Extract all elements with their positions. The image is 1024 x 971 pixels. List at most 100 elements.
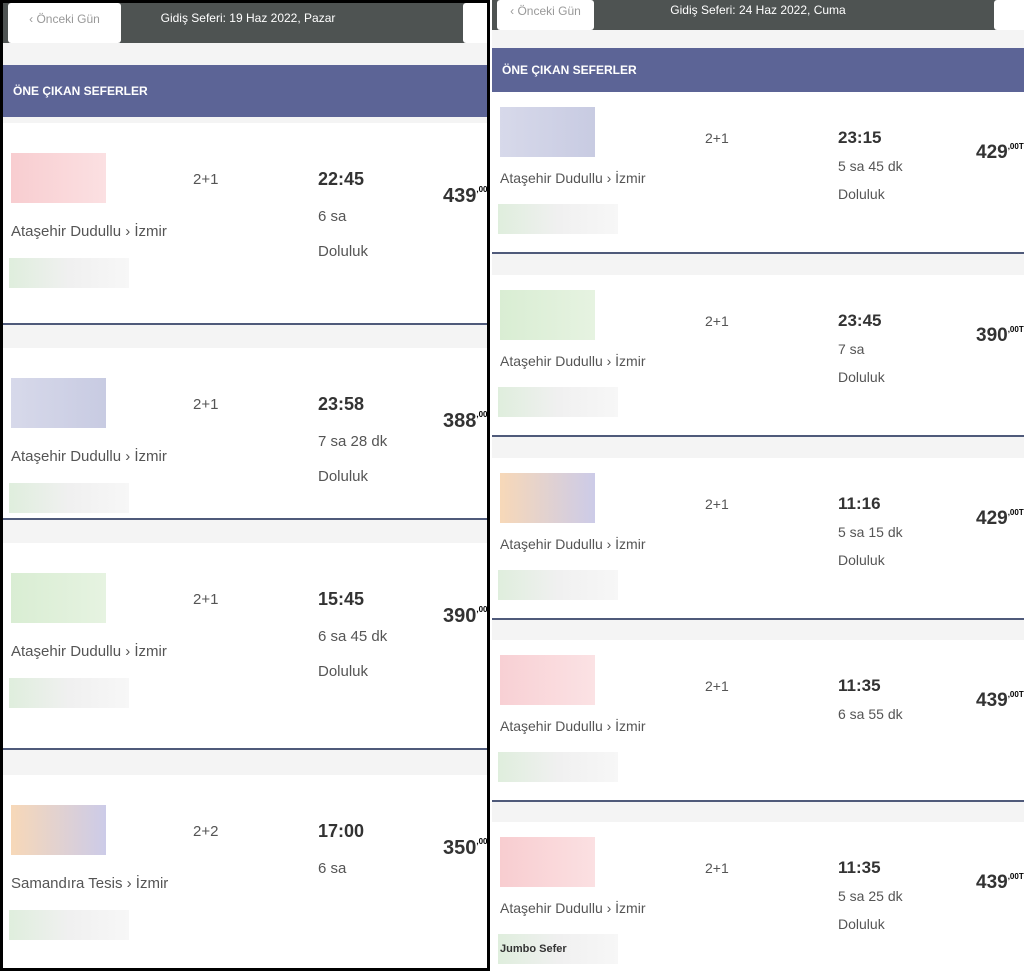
panel: ‹ Önceki Gün Gidiş Seferi: 19 Haz 2022, P… (0, 0, 490, 971)
company-logo (500, 290, 595, 340)
features-row (9, 483, 129, 513)
departure-time: 11:16 (838, 494, 881, 513)
company-logo (11, 153, 106, 203)
price-box: 439,00TL (443, 185, 488, 208)
price-cents: ,00TL (1007, 872, 1024, 881)
route: Ataşehir Dudullu › İzmir (500, 353, 646, 369)
section-bar: ÖNE ÇIKAN SEFERLER (492, 48, 1024, 92)
seat-layout: 2+1 (705, 496, 729, 512)
departure-time: 11:35 (838, 676, 881, 695)
price-cents: ,00TL (476, 410, 488, 419)
duration: 7 sa (838, 341, 865, 357)
trip-card[interactable]: Samandıra Tesis › İzmir 2+2 17:00 6 sa 350,0… (3, 775, 487, 968)
company-logo (500, 473, 595, 523)
features-row (9, 910, 129, 940)
features-row (498, 934, 618, 964)
badge: Jumbo Sefer (500, 943, 567, 955)
departure-time: 23:15 (838, 128, 882, 147)
route: Ataşehir Dudullu › İzmir (500, 536, 646, 552)
seat-layout: 2+1 (193, 171, 219, 188)
occupancy[interactable]: Doluluk (318, 243, 369, 260)
route: Ataşehir Dudullu › İzmir (500, 170, 646, 186)
route: Ataşehir Dudullu › İzmir (11, 448, 167, 465)
company-logo (11, 573, 106, 623)
route: Ataşehir Dudullu › İzmir (11, 643, 167, 660)
trip-card[interactable]: Ataşehir Dudullu › İzmir 2+1 23:45 7 sa Dolu… (492, 275, 1024, 437)
price-box: 390,00TL (443, 605, 487, 628)
price-cents: ,00TL (1007, 325, 1024, 334)
company-logo (500, 837, 595, 887)
company-logo (11, 378, 106, 428)
duration: 6 sa (318, 208, 347, 225)
duration: 6 sa (318, 860, 347, 877)
price: 439 (976, 872, 1008, 893)
occupancy[interactable]: Doluluk (318, 663, 369, 680)
departure-time: 17:00 (318, 821, 365, 841)
price-box: 429,00TL (976, 508, 1024, 530)
occupancy[interactable]: Doluluk (318, 468, 369, 485)
departure-time: 11:35 (838, 858, 881, 877)
occupancy[interactable]: Doluluk (838, 916, 885, 932)
trip-card[interactable]: Ataşehir Dudullu › İzmir 2+1 23:15 5 sa 45 … (492, 92, 1024, 254)
section-title: ÖNE ÇIKAN SEFERLER (13, 84, 148, 98)
departure-time: 23:45 (838, 311, 882, 330)
price: 390 (443, 605, 477, 627)
price: 429 (976, 142, 1008, 163)
price: 390 (976, 325, 1008, 346)
price-box: 390,00TL (976, 325, 1024, 347)
price-cents: ,00TL (1007, 690, 1024, 699)
price: 429 (976, 508, 1008, 529)
features-row (498, 204, 618, 234)
price-cents: ,00TL (476, 185, 488, 194)
price-cents: ,00TL (1007, 142, 1024, 151)
route: Samandıra Tesis › İzmir (11, 875, 169, 892)
route: Ataşehir Dudullu › İzmir (11, 223, 167, 240)
trip-card[interactable]: Ataşehir Dudullu › İzmir 2+1 15:45 6 sa 45 … (3, 543, 487, 750)
header: ‹ Önceki Gün Gidiş Seferi: 19 Haz 2022, P… (3, 3, 487, 43)
seat-layout: 2+1 (193, 396, 219, 413)
company-logo (500, 655, 595, 705)
duration: 7 sa 28 dk (318, 433, 388, 450)
trip-card[interactable]: Ataşehir Dudullu › İzmir 2+1 23:58 7 sa 28 … (3, 348, 488, 520)
panel: ‹ Önceki Gün Gidiş Seferi: 24 Haz 2022, C… (492, 0, 1024, 971)
price-box: 439,00TL (976, 872, 1024, 894)
features-row (498, 570, 618, 600)
route: Ataşehir Dudullu › İzmir (500, 718, 646, 734)
trip-card[interactable]: Ataşehir Dudullu › İzmir 2+1 11:35 6 sa 55 … (492, 640, 1024, 802)
duration: 6 sa 45 dk (318, 628, 388, 645)
company-logo (11, 805, 106, 855)
features-row (498, 752, 618, 782)
price-box: 429,00TL (976, 142, 1024, 164)
seat-layout: 2+2 (193, 823, 219, 840)
prev-day-button[interactable]: ‹ Önceki Gün (8, 3, 121, 43)
departure-time: 15:45 (318, 589, 365, 609)
trip-card[interactable]: Ataşehir Dudullu › İzmir 2+1 11:16 5 sa 15 … (492, 458, 1024, 620)
section-title: ÖNE ÇIKAN SEFERLER (502, 63, 637, 77)
seat-layout: 2+1 (705, 678, 729, 694)
price: 388 (443, 410, 477, 432)
price: 439 (976, 690, 1008, 711)
price-box: 350,00TL (443, 837, 487, 860)
route: Ataşehir Dudullu › İzmir (500, 900, 646, 916)
price: 439 (443, 185, 477, 207)
header: ‹ Önceki Gün Gidiş Seferi: 24 Haz 2022, C… (492, 0, 1024, 30)
prev-day-button[interactable]: ‹ Önceki Gün (497, 0, 594, 30)
occupancy[interactable]: Doluluk (838, 186, 885, 202)
seat-layout: 2+1 (705, 313, 729, 329)
seat-layout: 2+1 (705, 130, 729, 146)
next-day-button[interactable] (463, 3, 487, 43)
occupancy[interactable]: Doluluk (838, 552, 885, 568)
features-row (9, 678, 129, 708)
duration: 5 sa 45 dk (838, 158, 903, 174)
section-bar: ÖNE ÇIKAN SEFERLER (3, 65, 487, 117)
duration: 5 sa 25 dk (838, 888, 903, 904)
trip-card[interactable]: Ataşehir Dudullu › İzmir 2+1 11:35 5 sa 25 … (492, 822, 1024, 971)
features-row (498, 387, 618, 417)
next-day-button[interactable] (994, 0, 1024, 30)
header-title: Gidiş Seferi: 19 Haz 2022, Pazar (160, 11, 336, 25)
header-title: Gidiş Seferi: 24 Haz 2022, Cuma (670, 3, 846, 17)
trip-card[interactable]: Ataşehir Dudullu › İzmir 2+1 22:45 6 sa Dolu… (3, 123, 488, 325)
seat-layout: 2+1 (705, 860, 729, 876)
occupancy[interactable]: Doluluk (838, 369, 885, 385)
